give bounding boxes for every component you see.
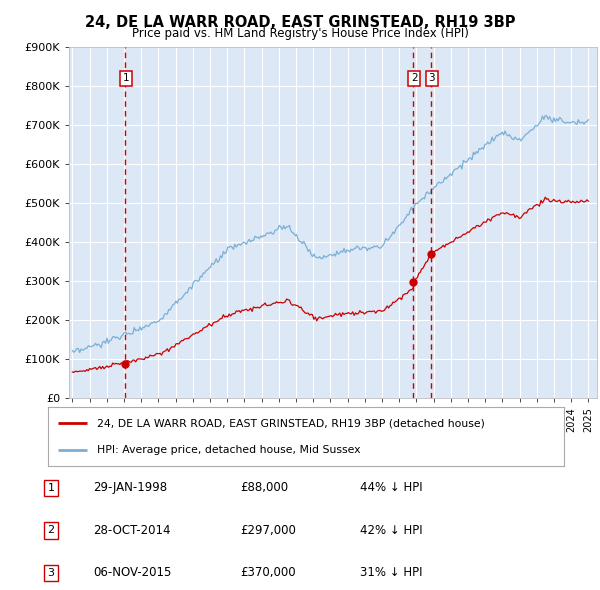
Text: 24, DE LA WARR ROAD, EAST GRINSTEAD, RH19 3BP: 24, DE LA WARR ROAD, EAST GRINSTEAD, RH1… [85, 15, 515, 30]
Text: 44% ↓ HPI: 44% ↓ HPI [360, 481, 422, 494]
Text: 42% ↓ HPI: 42% ↓ HPI [360, 524, 422, 537]
Text: 1: 1 [47, 483, 55, 493]
Text: £88,000: £88,000 [240, 481, 288, 494]
Text: 2: 2 [411, 73, 418, 83]
Text: 28-OCT-2014: 28-OCT-2014 [93, 524, 170, 537]
Text: HPI: Average price, detached house, Mid Sussex: HPI: Average price, detached house, Mid … [97, 445, 361, 455]
Text: 24, DE LA WARR ROAD, EAST GRINSTEAD, RH19 3BP (detached house): 24, DE LA WARR ROAD, EAST GRINSTEAD, RH1… [97, 418, 485, 428]
Text: £297,000: £297,000 [240, 524, 296, 537]
Text: 3: 3 [47, 568, 55, 578]
Text: £370,000: £370,000 [240, 566, 296, 579]
Text: 31% ↓ HPI: 31% ↓ HPI [360, 566, 422, 579]
Text: 3: 3 [428, 73, 435, 83]
Text: 1: 1 [123, 73, 130, 83]
Text: 06-NOV-2015: 06-NOV-2015 [93, 566, 172, 579]
Text: 2: 2 [47, 526, 55, 535]
Text: Price paid vs. HM Land Registry's House Price Index (HPI): Price paid vs. HM Land Registry's House … [131, 27, 469, 40]
Text: 29-JAN-1998: 29-JAN-1998 [93, 481, 167, 494]
